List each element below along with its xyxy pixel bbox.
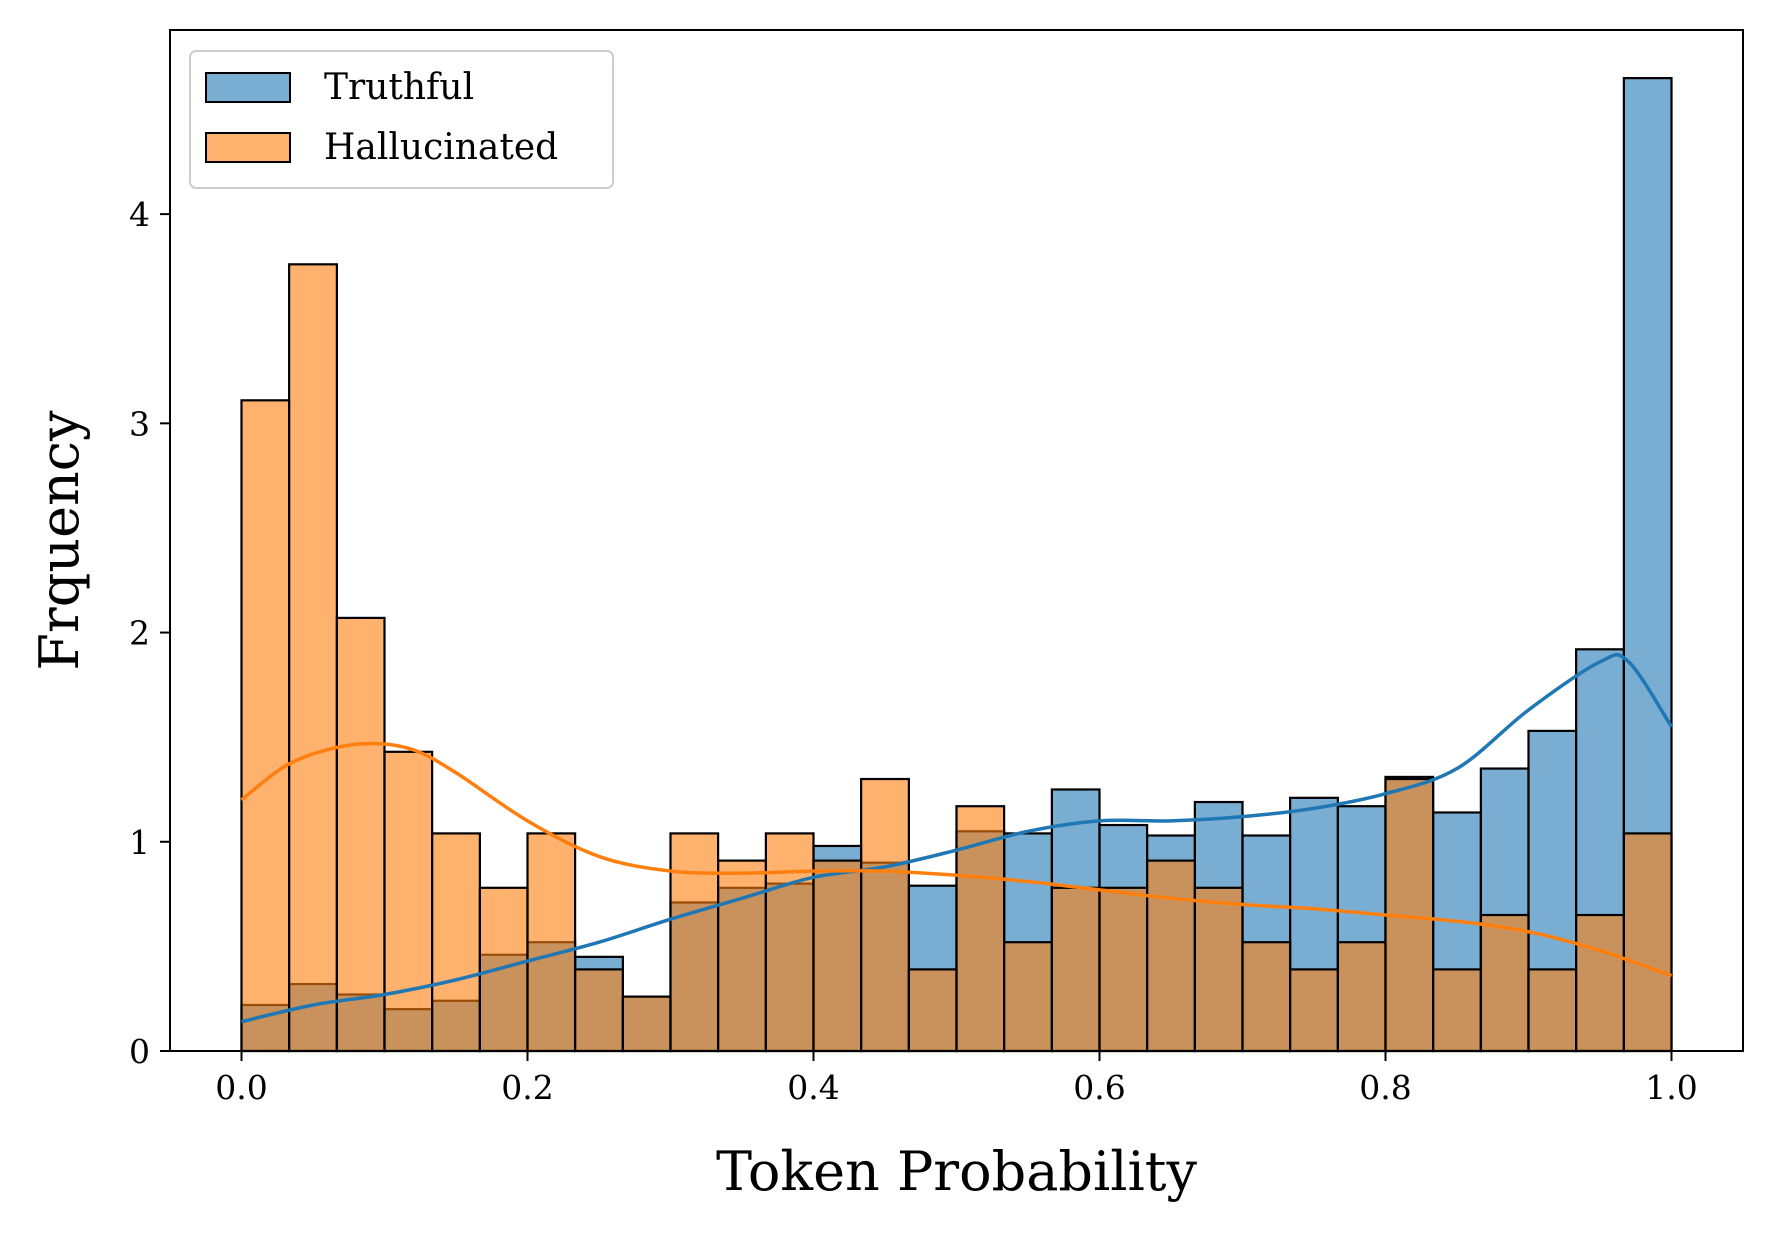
- x-tick-label: 0.0: [215, 1068, 267, 1107]
- kde-layer: [240, 653, 1673, 1024]
- bar-hallucinated-23: [1336, 941, 1387, 1053]
- x-axis-title: Token Probability: [716, 1140, 1197, 1203]
- legend-box: [189, 50, 614, 189]
- bar-hallucinated-26: [1479, 913, 1530, 1053]
- bars-layer: [240, 77, 1673, 1053]
- bar-hallucinated-8: [621, 995, 672, 1053]
- bar-hallucinated-1: [288, 263, 338, 1053]
- bar-hallucinated-11: [764, 832, 815, 1053]
- legend-label-truthful: Truthful: [324, 67, 474, 108]
- legend-label-hallucinated: Hallucinated: [324, 127, 558, 168]
- bar-hallucinated-10: [717, 859, 767, 1053]
- y-axis-ticks: 0 1 2 3 4: [129, 195, 170, 1071]
- bar-hallucinated-19: [1146, 859, 1196, 1053]
- y-axis-title: Frquency: [28, 410, 91, 671]
- kde-line-truthful: [241, 653, 1673, 1024]
- bar-hallucinated-20: [1193, 886, 1244, 1053]
- y-tick-label: 2: [129, 614, 150, 653]
- bar-hallucinated-18: [1098, 886, 1149, 1053]
- bar-hallucinated-28: [1575, 913, 1625, 1053]
- bar-hallucinated-4: [431, 832, 481, 1053]
- x-tick-label: 0.6: [1073, 1068, 1125, 1107]
- bar-hallucinated-22: [1289, 968, 1339, 1053]
- bar-hallucinated-3: [383, 750, 434, 1053]
- bar-hallucinated-6: [526, 832, 577, 1053]
- x-tick-label: 0.4: [787, 1068, 839, 1107]
- bar-hallucinated-5: [478, 886, 529, 1053]
- bar-hallucinated-25: [1432, 968, 1482, 1053]
- bar-hallucinated-16: [1003, 941, 1053, 1053]
- y-tick-label: 0: [129, 1032, 150, 1071]
- bar-hallucinated-27: [1527, 968, 1578, 1053]
- legend-swatch-hallucinated: [205, 132, 291, 163]
- legend: Truthful Hallucinated: [189, 50, 614, 189]
- bar-hallucinated-13: [860, 777, 910, 1053]
- bar-hallucinated-14: [907, 968, 958, 1053]
- bar-hallucinated-0: [240, 399, 291, 1053]
- legend-swatch-truthful: [205, 72, 291, 103]
- bar-hallucinated-29: [1622, 832, 1673, 1053]
- bar-hallucinated-21: [1241, 941, 1292, 1053]
- bar-hallucinated-9: [669, 832, 720, 1053]
- plot-frame: [169, 29, 1744, 1052]
- x-tick-label: 0.2: [501, 1068, 553, 1107]
- y-tick-label: 1: [129, 823, 150, 862]
- y-tick-label: 3: [129, 404, 150, 443]
- bar-hallucinated-17: [1050, 886, 1101, 1053]
- kde-line-hallucinated: [240, 741, 1673, 978]
- x-tick-label: 1.0: [1645, 1068, 1697, 1107]
- x-axis-ticks: 0.0 0.2 0.4 0.6 0.8 1.0: [215, 1051, 1698, 1107]
- bar-hallucinated-2: [335, 616, 386, 1053]
- y-tick-label: 4: [129, 195, 150, 234]
- x-tick-label: 0.8: [1359, 1068, 1411, 1107]
- bar-hallucinated-12: [812, 859, 863, 1053]
- bar-hallucinated-7: [574, 968, 624, 1053]
